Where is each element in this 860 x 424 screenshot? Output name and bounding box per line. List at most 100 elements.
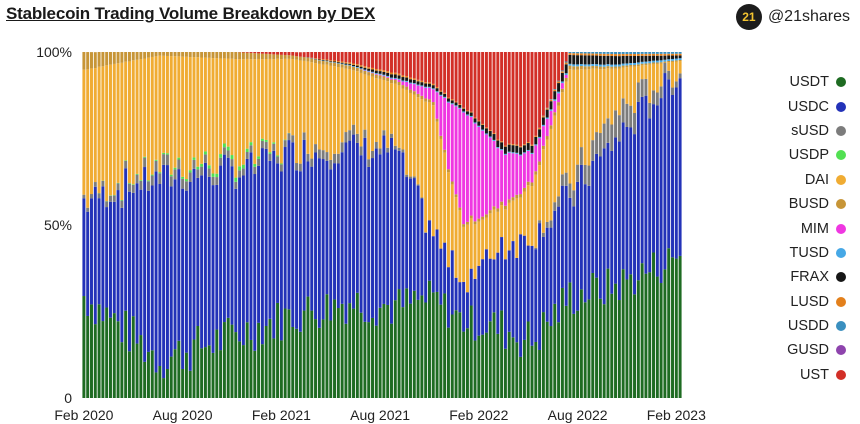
bar-segment-usdd [610,52,614,54]
bar-segment-dai [671,61,674,88]
bar-segment-ust [519,52,523,147]
bar-segment-usdd [674,52,678,54]
bar-segment-ust [420,52,424,81]
bar-segment-usdc [150,185,154,351]
legend-swatch [836,174,846,185]
bar-segment-tusd [492,139,496,141]
bar-segment-frax [629,55,633,64]
bar-segment-usdp [245,148,249,152]
bar-segment-tusd [648,61,652,64]
bar-segment-lusd [534,135,538,137]
bar-segment-dai [340,67,344,143]
bar-segment-dai [382,79,386,131]
bar-segment-lusd [352,63,355,65]
bar-segment-dai [538,165,542,221]
bar-segment-usdt [116,321,120,398]
bar-segment-usdt [367,322,371,398]
bar-segment-ust [439,52,443,91]
legend-label: BUSD [788,196,829,213]
bar-segment-usdt [162,378,166,398]
y-tick-label: 50% [44,217,72,233]
bar-segment-usdc [302,139,306,311]
bar-segment-frax [427,83,431,87]
bar-segment-usdt [306,296,310,398]
bar-segment-usdc [541,236,545,313]
bar-segment-lusd [374,68,378,71]
bar-segment-dai [401,88,405,150]
bar-segment-ust [291,52,295,56]
bar-segment-usdc [667,79,671,249]
bar-segment-usdd [583,52,587,54]
bar-segment-busd [260,53,264,60]
bar-segment-frax [378,71,382,74]
bar-segment-busd [416,93,420,98]
bar-segment-usdd [606,52,610,54]
bar-segment-usdp [158,172,162,174]
bar-segment-busd [112,52,116,64]
bar-segment-busd [109,52,112,65]
bar-segment-frax [503,146,507,154]
bar-segment-busd [352,66,355,71]
bar-segment-busd [150,52,154,57]
bar-segment-frax [553,91,557,100]
bar-segment-busd [469,215,473,219]
bar-segment-usdc [245,158,249,323]
bar-segment-busd [663,61,667,63]
bar-segment-susd [184,181,188,191]
bar-segment-dai [109,64,112,196]
bar-segment-usdc [135,183,139,344]
bar-segment-ust [302,52,306,57]
bar-segment-susd [568,183,572,198]
bar-segment-frax [386,72,390,76]
bar-segment-dai [367,75,371,160]
bar-segment-dai [435,121,439,230]
bar-segment-busd [431,102,435,106]
bar-segment-frax [621,55,625,64]
bar-segment-lusd [633,54,637,56]
bar-segment-busd [279,54,283,60]
bar-segment-busd [295,56,299,60]
bar-segment-lusd [576,53,580,56]
bar-segment-ust [473,52,477,118]
bar-segment-lusd [553,89,557,92]
bar-segment-dai [93,68,97,183]
bar-segment-susd [165,154,169,166]
bar-segment-usdc [587,185,591,300]
bar-segment-busd [465,221,469,225]
bar-segment-usdp [253,163,257,167]
bar-segment-usdt [465,328,469,398]
bar-segment-busd [162,52,166,56]
bar-segment-dai [420,99,424,198]
bar-segment-ust [317,52,321,59]
bar-segment-dai [484,217,488,250]
bar-segment-susd [606,118,610,143]
bar-segment-ust [374,52,378,69]
bar-segment-usdc [127,191,131,352]
bar-segment-ust [405,52,409,76]
bar-segment-lusd [568,53,572,55]
bar-segment-busd [333,62,337,67]
bar-segment-frax [598,55,602,65]
bar-segment-usdt [450,314,454,398]
bar-segment-lusd [329,60,333,62]
brand-badge: 21 @21shares [735,4,850,30]
bar-segment-usdp [264,139,268,142]
bar-segment-tusd [640,61,644,64]
bar-segment-usdc [469,268,473,306]
bar-segment-dai [329,65,333,160]
bar-segment-lusd [500,141,504,143]
bar-segment-frax [405,77,409,81]
bar-segment-dai [519,197,523,235]
bar-segment-tusd [583,64,587,67]
bar-segment-usdc [230,166,234,325]
bar-segment-mim [515,153,519,195]
bar-segment-usdc [363,137,367,322]
bar-segment-lusd [496,139,500,141]
bar-segment-lusd [424,82,428,84]
bar-segment-mim [443,97,447,150]
bar-segment-usdt [184,352,188,398]
bar-segment-usdc [560,185,564,288]
bar-segment-usdt [359,312,363,398]
bar-segment-usdc [507,250,511,332]
bar-segment-mim [473,123,477,222]
